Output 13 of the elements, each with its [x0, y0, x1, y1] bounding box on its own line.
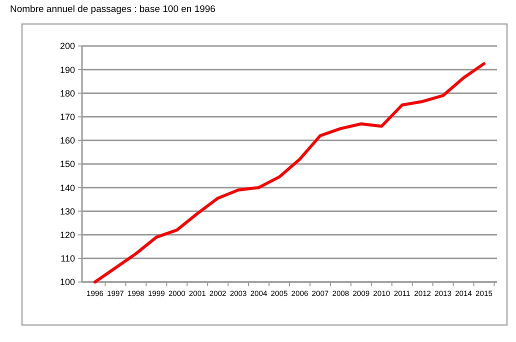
y-tick-label: 150 — [60, 159, 75, 170]
y-tick-label: 140 — [60, 182, 75, 193]
y-tick-label: 200 — [60, 41, 75, 52]
y-tick-label: 160 — [60, 136, 75, 146]
chart-title: Nombre annuel de passages : base 100 en 1996 — [10, 4, 216, 15]
line-series — [94, 62, 486, 284]
y-tick-label: 170 — [60, 112, 75, 122]
y-tick-label: 180 — [60, 88, 75, 98]
y-tick-label: 190 — [60, 64, 75, 75]
y-tick-label: 110 — [60, 254, 75, 264]
y-tick-label: 130 — [60, 206, 75, 216]
y-tick-label: 100 — [60, 277, 75, 288]
y-tick-label: 120 — [60, 230, 75, 240]
